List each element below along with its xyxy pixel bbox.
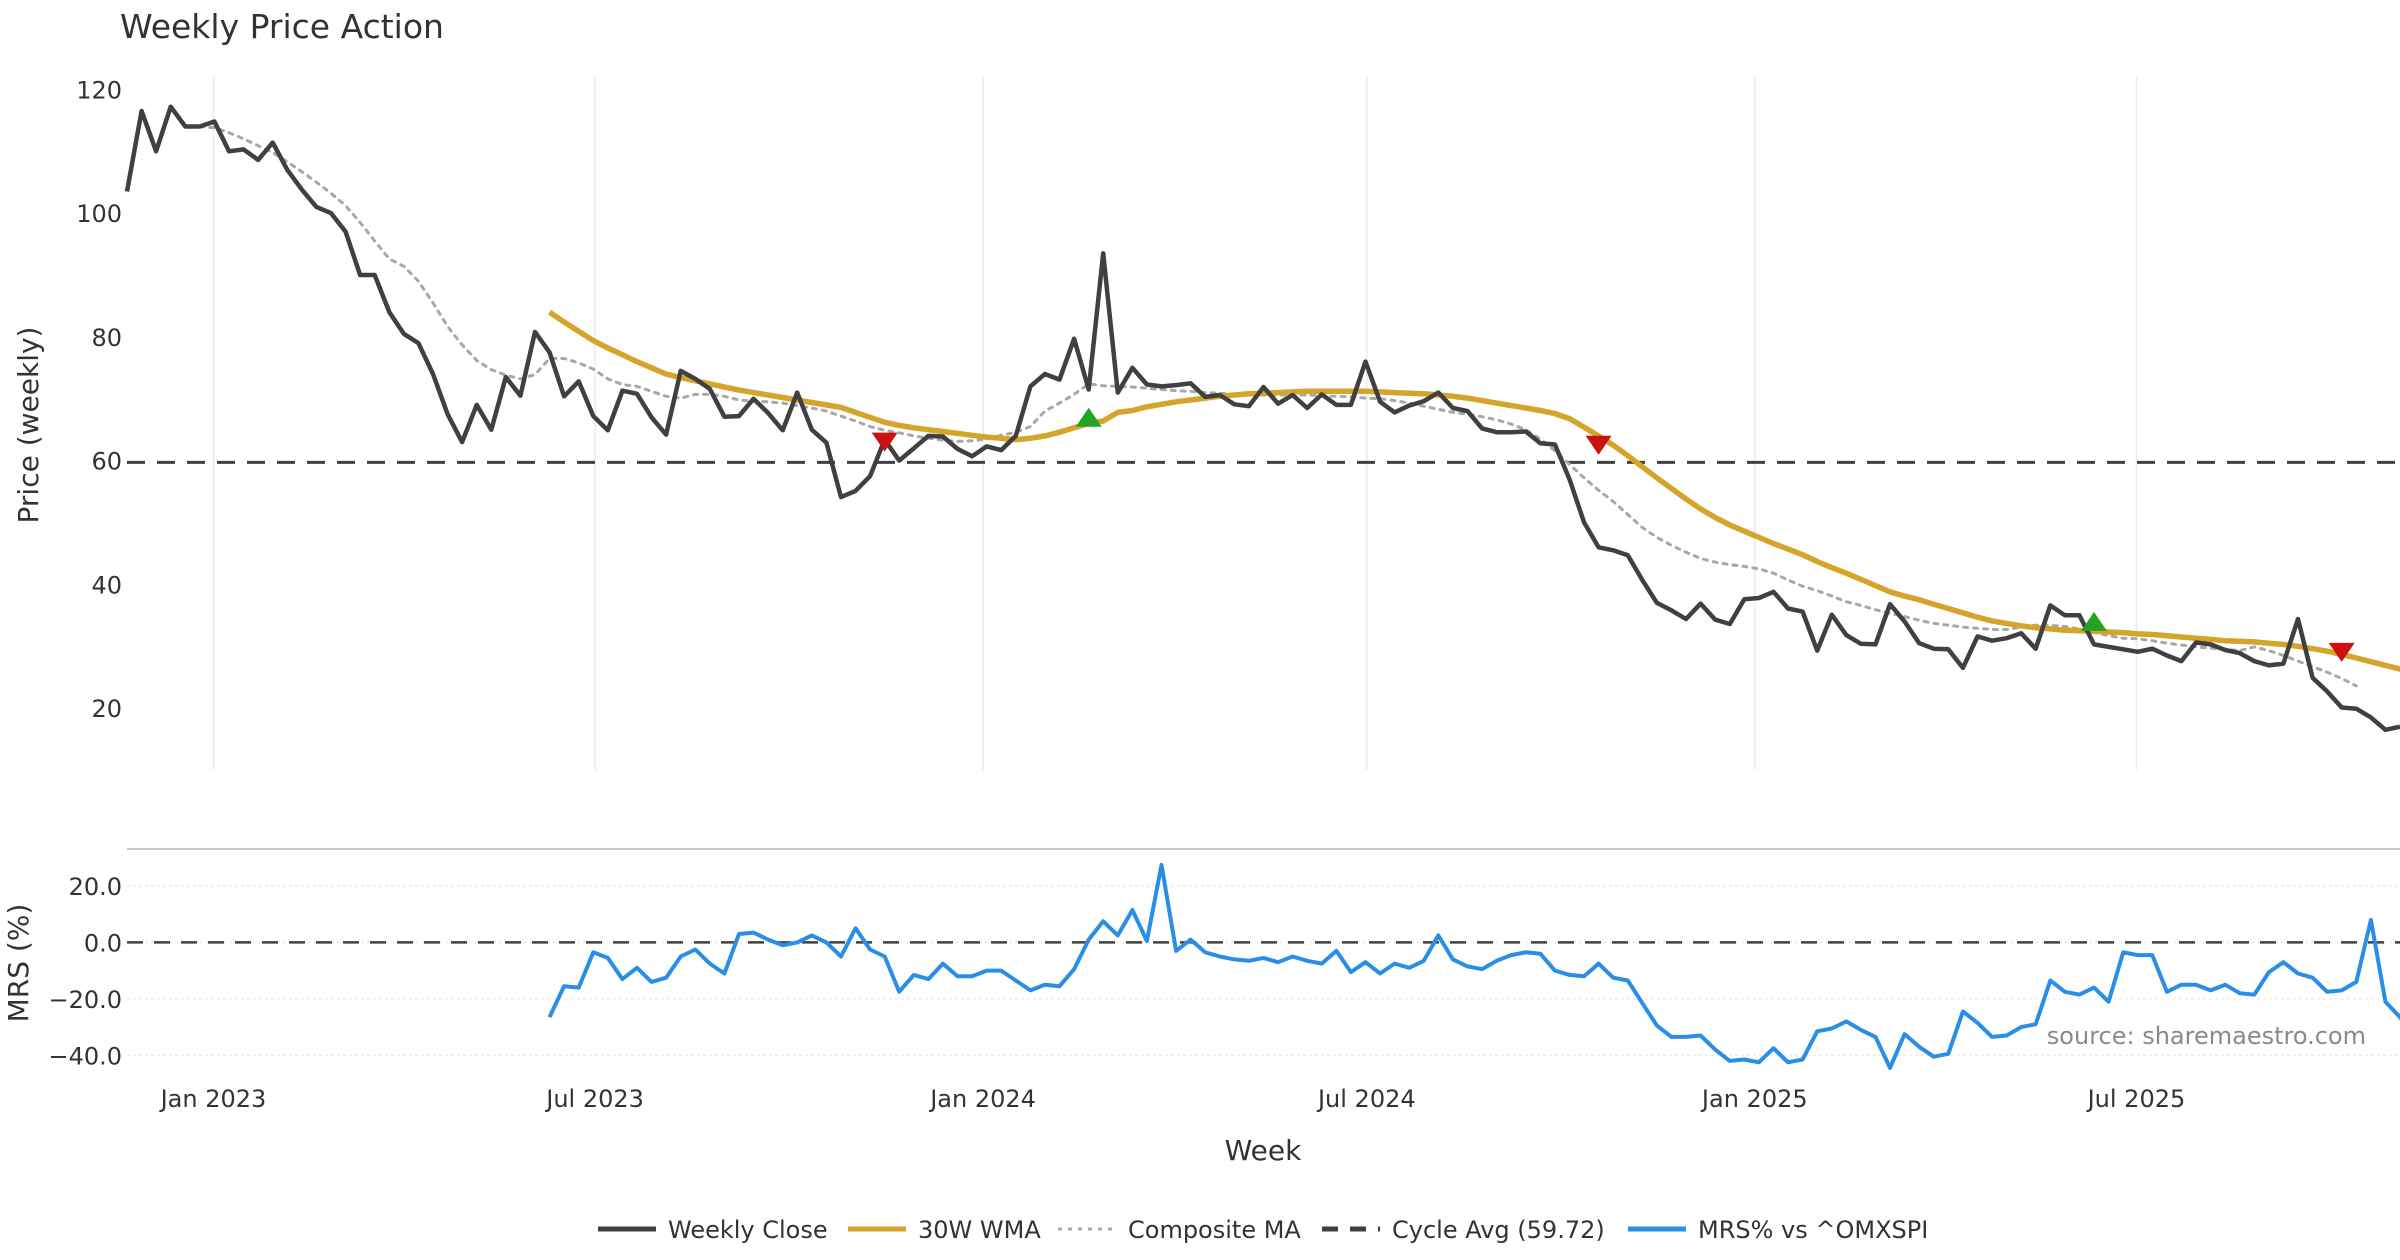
chart-title: Weekly Price Action	[120, 7, 444, 46]
price-y-tick-label: 20	[91, 695, 122, 723]
mrs-y-tick-label: 20.0	[69, 873, 122, 901]
price-y-tick-label: 100	[76, 200, 122, 228]
buy-signal-marker	[2081, 612, 2107, 631]
x-axis-title: Week	[1225, 1134, 1302, 1167]
source-label: source: sharemaestro.com	[2047, 1022, 2366, 1050]
x-tick-label: Jul 2023	[544, 1085, 644, 1113]
x-tick-label: Jan 2025	[1700, 1085, 1808, 1113]
mrs-y-tick-label: 0.0	[84, 929, 122, 957]
mrs-y-axis-title: MRS (%)	[2, 904, 35, 1023]
price-y-tick-label: 120	[76, 76, 122, 104]
buy-signal-marker	[1075, 407, 1102, 427]
mrs-y-ticks: 20.0 0.0 −20.0 −40.0	[48, 873, 122, 1070]
legend-label: Weekly Close	[668, 1216, 828, 1244]
price-y-tick-label: 40	[91, 571, 122, 599]
x-tick-label: Jan 2023	[159, 1085, 267, 1113]
wma-30w-series	[547, 309, 2400, 672]
mrs-y-tick-label: −20.0	[48, 986, 122, 1014]
x-tick-label: Jul 2024	[1316, 1085, 1416, 1113]
mrs-series	[547, 862, 2400, 1070]
legend-label: Cycle Avg (59.72)	[1392, 1216, 1605, 1244]
mrs-y-tick-label: −40.0	[48, 1042, 122, 1070]
legend-label: 30W WMA	[918, 1216, 1041, 1244]
x-tick-label: Jan 2024	[928, 1085, 1036, 1113]
legend: Weekly Close 30W WMA Composite MA Cycle Avg…	[598, 1216, 1928, 1244]
x-tick-label: Jul 2025	[2086, 1085, 2186, 1113]
composite-ma-series	[198, 125, 2358, 688]
sell-signal-marker	[2328, 642, 2355, 662]
sell-signal-marker	[1585, 435, 1612, 455]
price-y-ticks: 20 40 60 80 100 120	[76, 76, 122, 723]
x-ticks: Jan 2023 Jul 2023 Jan 2024 Jul 2024 Jan 2025…	[159, 1085, 2186, 1113]
signal-markers	[871, 407, 2355, 662]
sell-signal-marker	[871, 432, 898, 452]
legend-label: Composite MA	[1128, 1216, 1301, 1244]
legend-label: MRS% vs ^OMXSPI	[1698, 1216, 1928, 1244]
weekly-close-series	[124, 104, 2400, 733]
price-y-axis-title: Price (weekly)	[12, 327, 45, 524]
price-y-tick-label: 60	[91, 448, 122, 476]
price-grid	[212, 77, 2138, 770]
price-y-tick-label: 80	[91, 324, 122, 352]
